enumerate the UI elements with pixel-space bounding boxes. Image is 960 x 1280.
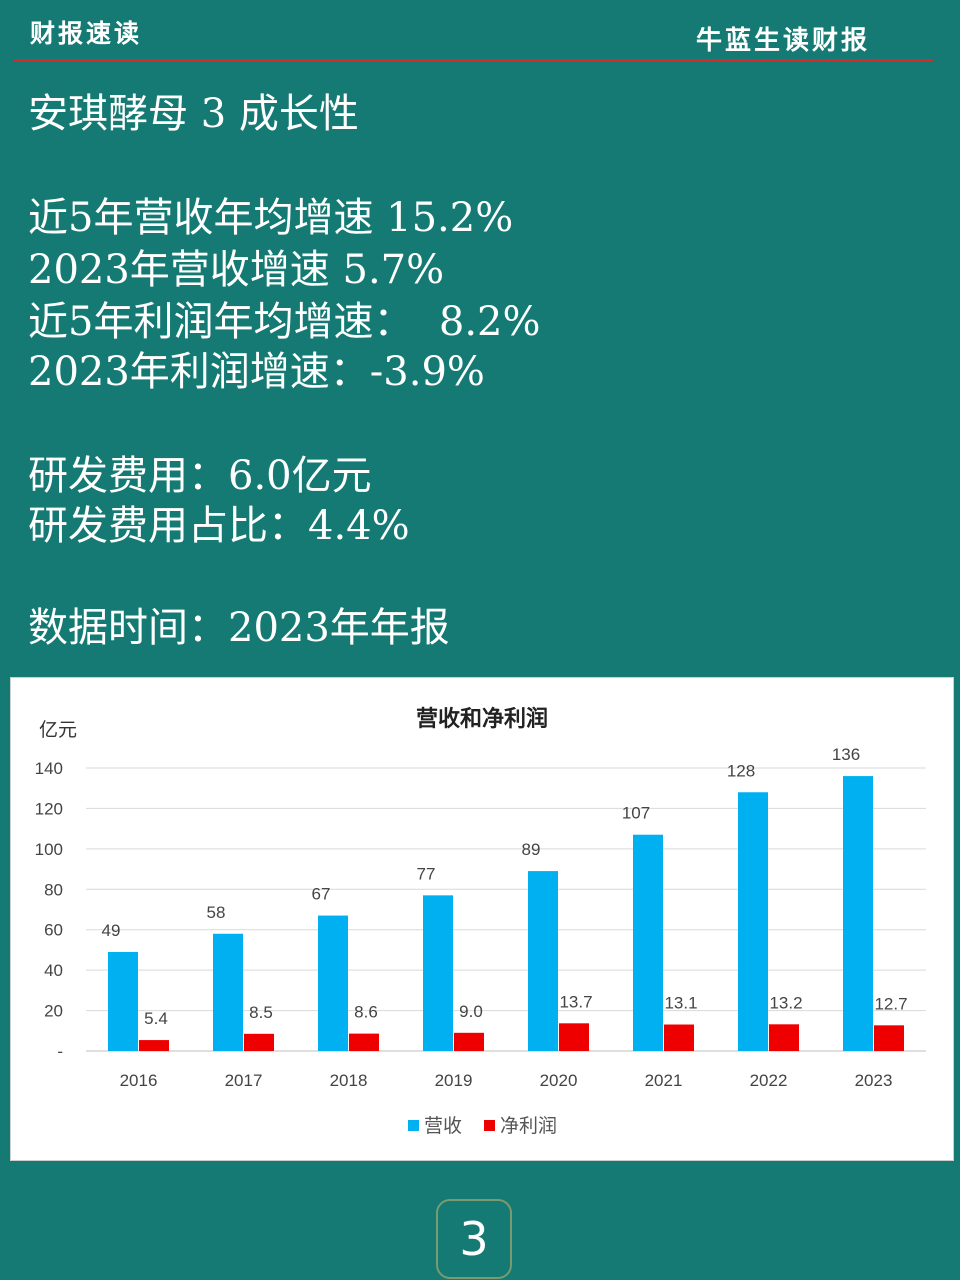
y-axis-unit-label: 亿元 [39,719,77,741]
rd-ratio-text: 研发费用占比：4.4% [28,503,410,549]
profit-cagr-text: 近5年利润年均增速： 8.2% [28,299,541,345]
revenue-bar [843,776,873,1051]
y-tick-label: - [57,1042,63,1061]
x-tick-label: 2019 [435,1071,473,1090]
y-tick-label: 120 [35,799,63,818]
revenue-bar [213,933,243,1051]
net-profit-bar [139,1040,169,1051]
y-tick-label: 80 [44,880,63,899]
legend-net-profit-label: 净利润 [500,1115,557,1137]
net-profit-bar [874,1025,904,1051]
revenue-data-label: 136 [832,745,860,764]
net-profit-data-label: 8.5 [249,1003,273,1022]
revenue-data-label: 49 [102,921,121,940]
revenue-bar [633,834,663,1051]
header-right-label: 牛蓝生读财报 [695,26,870,56]
header-divider [14,59,934,61]
chart-panel: 营收和净利润亿元 - 20 40 60 80 100 120 140 49 5.4 2016 58 8.5… [10,677,954,1161]
net-profit-bar [769,1024,799,1051]
y-tick-label: 100 [35,840,63,859]
revenue-data-label: 67 [312,885,331,904]
legend-net-profit-swatch [484,1120,495,1131]
revenue-data-label: 58 [207,903,226,922]
page-title: 安琪酵母 3 成长性 [28,91,359,137]
y-tick-label: 60 [44,921,63,940]
revenue-data-label: 89 [522,840,541,859]
net-profit-data-label: 12.7 [874,994,907,1013]
page-number-badge[interactable]: 3 [436,1199,512,1279]
net-profit-data-label: 13.1 [664,994,697,1013]
x-tick-label: 2016 [120,1071,158,1090]
legend-revenue-label: 营收 [424,1115,462,1137]
net-profit-data-label: 5.4 [144,1009,168,1028]
data-period-text: 数据时间：2023年年报 [28,605,450,651]
net-profit-bar [454,1032,484,1051]
y-tick-label: 20 [44,1002,63,1021]
profit-growth-2023-text: 2023年利润增速：-3.9% [28,349,485,395]
net-profit-data-label: 9.0 [459,1002,483,1021]
revenue-bar [528,871,558,1051]
net-profit-data-label: 13.7 [559,992,592,1011]
revenue-data-label: 77 [417,864,436,883]
revenue-data-label: 107 [622,804,650,823]
revenue-growth-2023-text: 2023年营收增速 5.7% [28,247,445,293]
net-profit-bar [349,1033,379,1051]
y-tick-label: 40 [44,961,63,980]
x-tick-label: 2017 [225,1071,263,1090]
net-profit-bar [664,1024,694,1051]
revenue-data-label: 128 [727,761,755,780]
header-left-label: 财报速读 [30,19,143,48]
y-tick-label: 140 [35,759,63,778]
revenue-bar [423,895,453,1051]
legend-revenue-swatch [408,1120,419,1131]
net-profit-bar [559,1023,589,1051]
net-profit-bar [244,1033,274,1051]
net-profit-data-label: 8.6 [354,1003,378,1022]
x-tick-label: 2023 [855,1071,893,1090]
x-tick-label: 2020 [540,1071,578,1090]
revenue-bar [318,915,348,1051]
rd-expense-text: 研发费用：6.0亿元 [28,453,372,499]
chart-title: 营收和净利润 [416,706,548,732]
net-profit-data-label: 13.2 [769,993,802,1012]
x-tick-label: 2021 [645,1071,683,1090]
revenue-bar [738,792,768,1051]
x-tick-label: 2018 [330,1071,368,1090]
x-tick-label: 2022 [750,1071,788,1090]
revenue-bar [108,951,138,1051]
revenue-cagr-text: 近5年营收年均增速 15.2% [28,195,514,241]
